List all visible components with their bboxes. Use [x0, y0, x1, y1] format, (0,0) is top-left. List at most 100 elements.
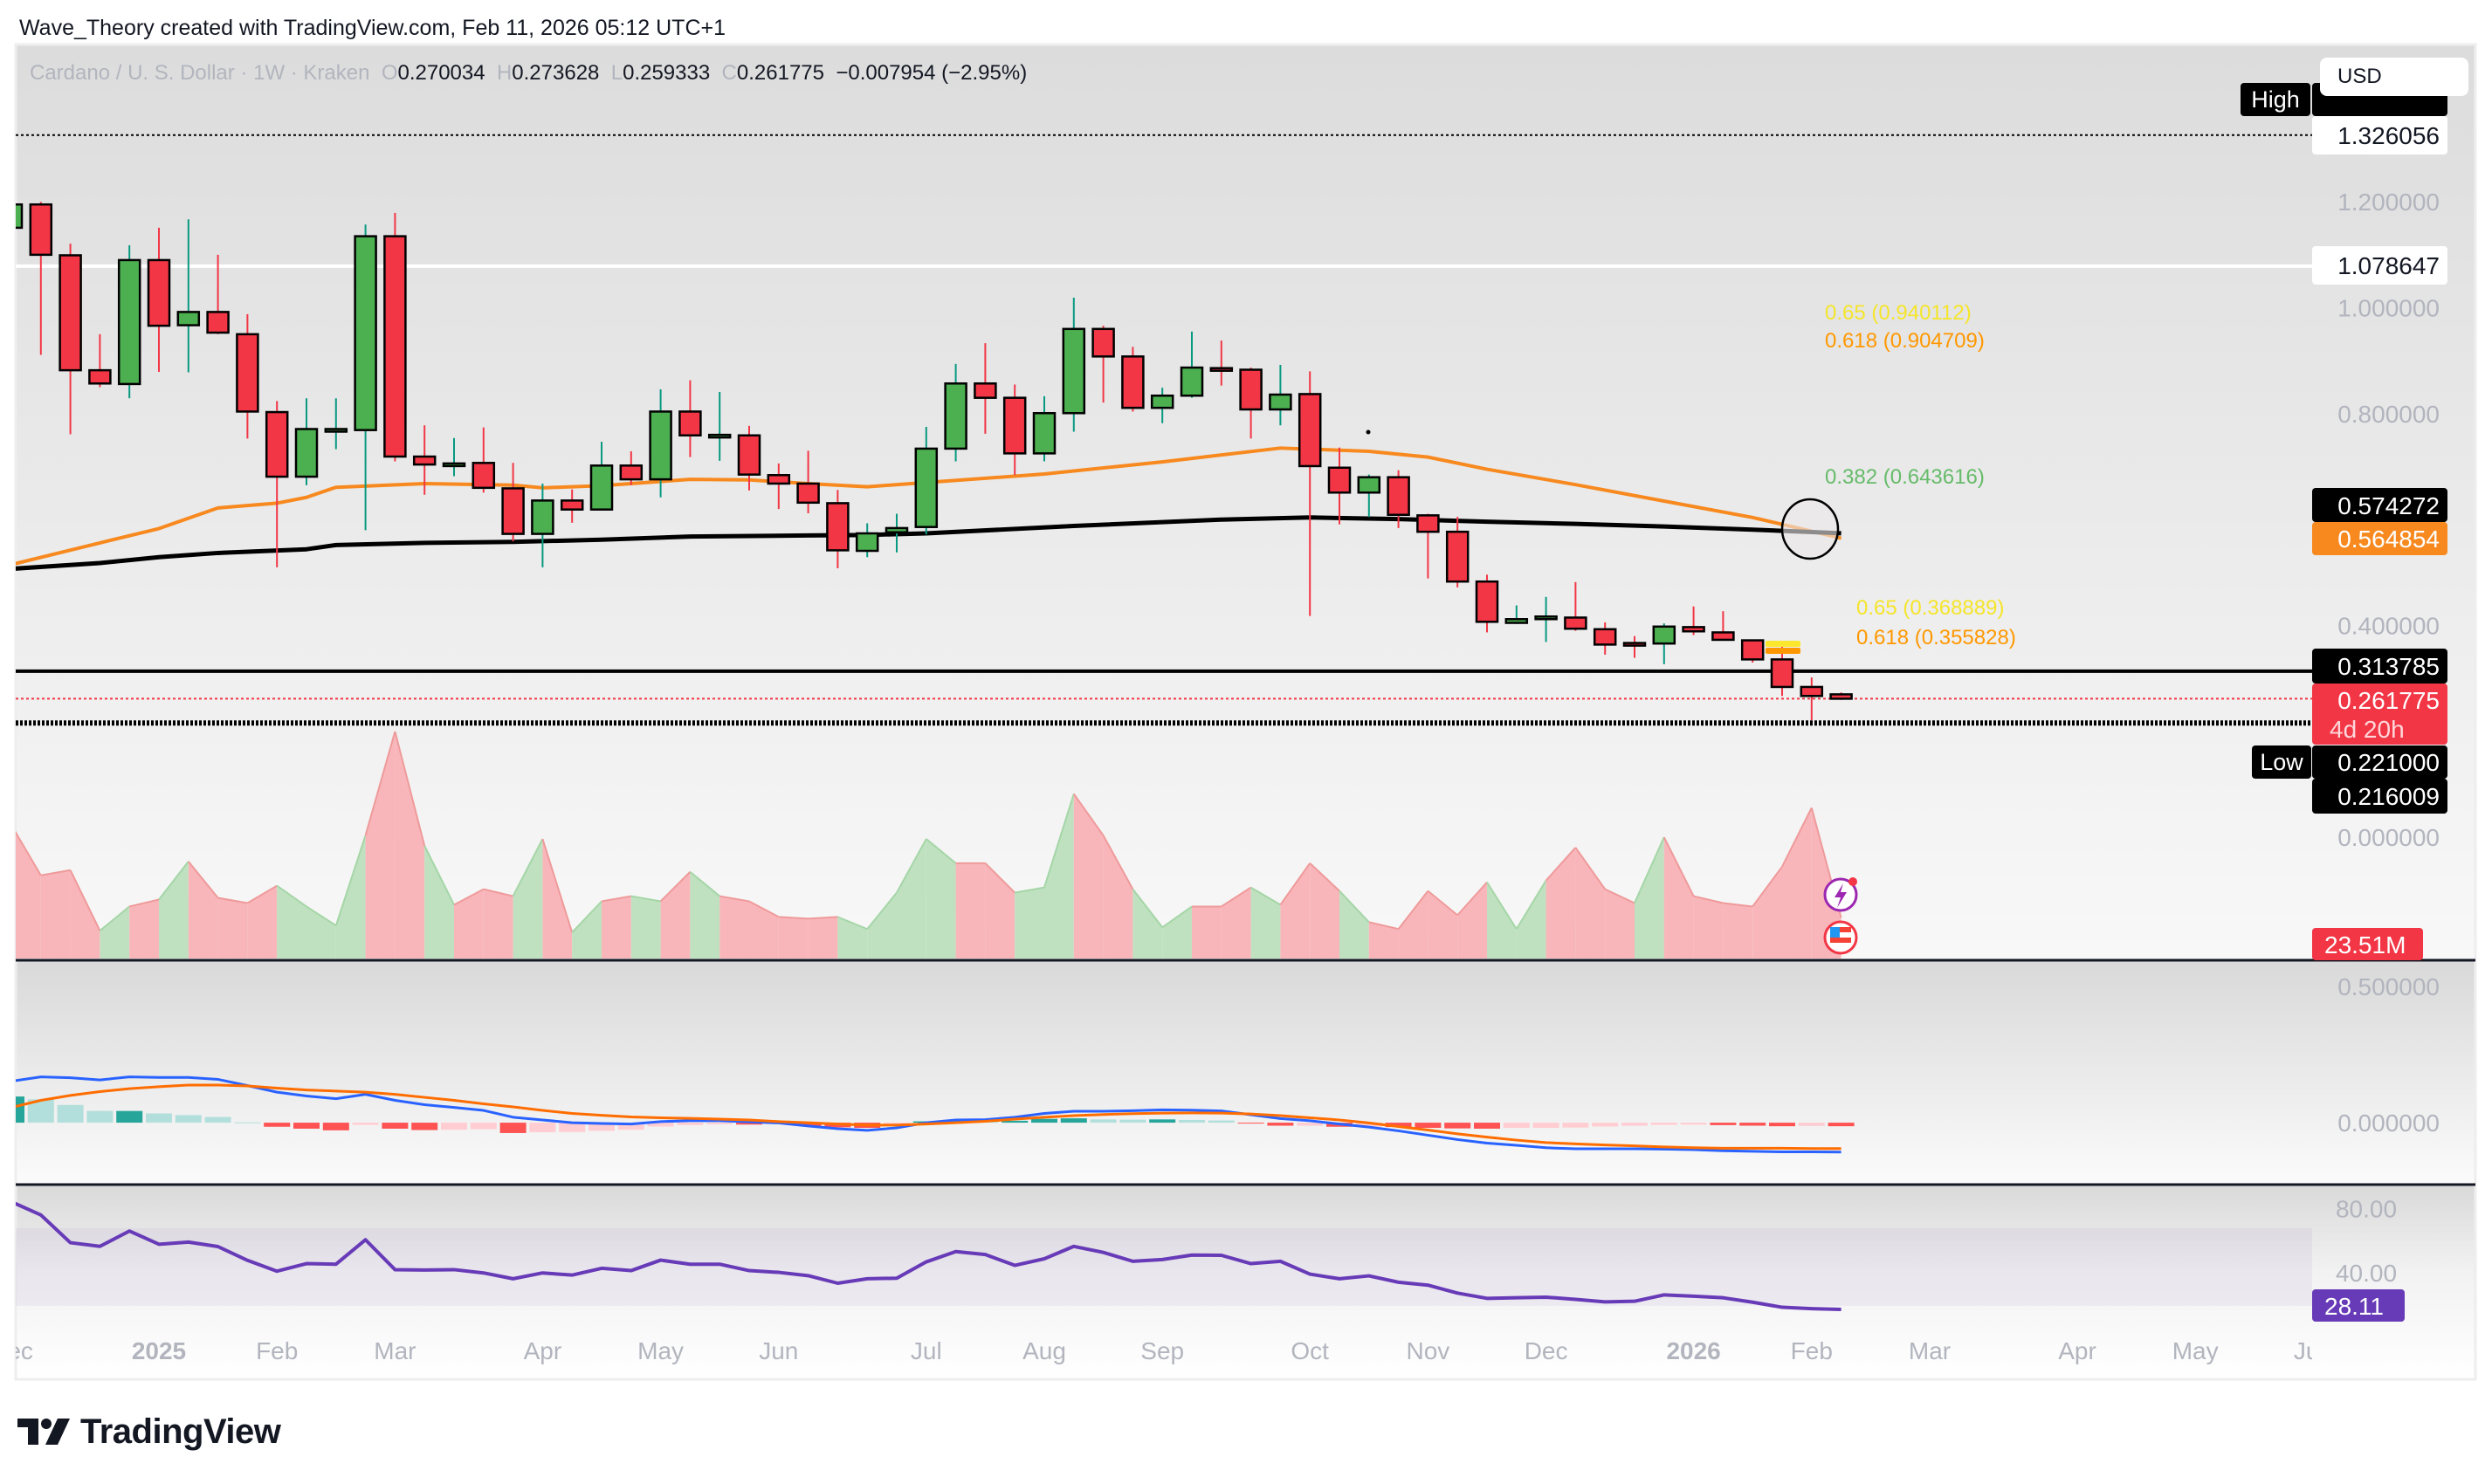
volume-area-segment: [690, 871, 720, 958]
lightning-event-icon[interactable]: [1823, 877, 1858, 912]
fib-label-mid-0382: 0.382 (0.643616): [1825, 465, 1985, 489]
volume-line-segment: [719, 895, 750, 903]
volume-area-segment: [749, 901, 779, 958]
volume-line-segment: [1221, 886, 1252, 908]
candle-body: [1445, 530, 1470, 583]
rsi-badge: [2312, 1289, 2405, 1322]
candle-body: [1298, 393, 1322, 468]
time-axis-label: Jun: [759, 1337, 798, 1364]
price-pane-background: [16, 45, 2475, 961]
macd-histogram-bar: [1444, 1123, 1471, 1129]
tradingview-logo[interactable]: TradingView: [17, 1412, 281, 1451]
chart-frame: [14, 43, 2477, 1381]
ema-orange-label: 0.564854: [2337, 526, 2440, 553]
candle-body: [1357, 476, 1381, 494]
symbol-title[interactable]: Cardano / U. S. Dollar · 1W · Kraken: [30, 61, 370, 85]
low-tag-label: Low: [2260, 749, 2303, 775]
volume-line-segment: [1574, 847, 1607, 890]
candle-body: [1475, 580, 1499, 623]
candle-body: [885, 526, 909, 534]
low-tag: [2252, 745, 2311, 779]
volume-line-segment: [1545, 847, 1577, 882]
candle-body: [767, 474, 791, 485]
candle-body: [294, 428, 319, 478]
candle-body: [1387, 476, 1410, 517]
macd-histogram-bar: [411, 1123, 438, 1130]
macd-histogram-bar: [1680, 1123, 1707, 1125]
time-axis-label: Jun: [2294, 1337, 2333, 1364]
volume-line-segment: [1634, 836, 1665, 903]
volume-area-segment: [719, 896, 749, 958]
candle-body: [914, 447, 939, 528]
low-value: 0.259333: [623, 61, 711, 85]
tradingview-logo-text: TradingView: [80, 1412, 281, 1451]
high-tag-label: High: [2251, 86, 2300, 113]
candle-body: [1829, 693, 1853, 700]
candle-body: [442, 462, 466, 468]
volume-line-segment: [1309, 862, 1340, 892]
volume-line-segment: [69, 869, 101, 931]
macd-histogram-bar: [589, 1123, 615, 1131]
rsi-value-label: 28.11: [2324, 1293, 2384, 1320]
volume-line-segment: [512, 838, 544, 897]
ema-crossover-circle[interactable]: [1780, 498, 1840, 560]
macd-histogram-bar: [322, 1123, 349, 1130]
volume-line-segment: [571, 900, 602, 933]
us-flag-event-icon[interactable]: [1823, 920, 1858, 955]
candle-body: [1682, 626, 1705, 633]
time-axis-label: May: [637, 1337, 684, 1364]
candle-body: [1150, 394, 1174, 409]
volume-area-segment: [1310, 862, 1339, 958]
high-label: H: [496, 61, 513, 85]
rsi-axis-tick: 40.00: [2336, 1260, 2397, 1287]
volume-area-segment: [188, 861, 218, 958]
symbol-legend[interactable]: Cardano / U. S. Dollar · 1W · Kraken O0.…: [30, 61, 1027, 86]
low-value-label: 0.221000: [2337, 749, 2440, 776]
volume-area-segment: [1398, 890, 1428, 958]
time-axis-label: 2025: [132, 1337, 186, 1364]
candle-body: [1504, 618, 1529, 624]
candle-body: [1416, 514, 1440, 533]
open-value: 0.270034: [397, 61, 485, 85]
macd-histogram-bar: [1650, 1123, 1677, 1125]
volume-area-segment: [247, 885, 278, 958]
volume-line-segment: [1043, 794, 1075, 888]
rsi-band: [16, 1227, 2312, 1306]
macd-histogram-bar: [116, 1110, 143, 1123]
candle-body: [1593, 628, 1617, 646]
volume-area-segment: [1132, 889, 1163, 958]
candle-body: [826, 502, 850, 552]
volume-area-segment: [1368, 922, 1399, 958]
volume-area-segment: [129, 899, 159, 958]
fib-label-upper-065: 0.65 (0.940112): [1825, 301, 1972, 325]
volume-line-segment: [926, 838, 957, 864]
macd-histogram-bar: [1592, 1123, 1619, 1127]
volume-line-segment: [246, 884, 278, 904]
currency-button[interactable]: USD: [2320, 58, 2468, 96]
candle-body: [1002, 396, 1027, 455]
rsi-line: [16, 1201, 1841, 1311]
candle-body: [1121, 355, 1145, 409]
price-axis-tick: 1.000000: [2337, 295, 2440, 322]
candle-body: [678, 410, 702, 437]
candle-body: [383, 235, 407, 458]
volume-line-segment: [423, 845, 455, 905]
volume-line-segment: [158, 861, 189, 901]
volume-area-segment: [572, 901, 602, 958]
drawing-dot: [1366, 429, 1371, 435]
volume-area-segment: [630, 896, 661, 958]
volume-area-segment: [602, 896, 631, 958]
price-axis-tick: 0.000000: [2337, 824, 2440, 851]
volume-line-segment: [659, 871, 692, 903]
volume-line-segment: [394, 731, 426, 847]
volume-area-segment: [1428, 890, 1458, 958]
macd-histogram-bar: [1739, 1123, 1766, 1126]
last-price-label: 0.261775: [2337, 687, 2440, 714]
macd-histogram-bar: [1385, 1123, 1412, 1128]
macd-histogram-bar: [470, 1123, 497, 1130]
volume-line-segment: [188, 861, 219, 899]
fib-label-upper-0618: 0.618 (0.904709): [1825, 329, 1985, 353]
volume-area-segment: [159, 861, 189, 958]
candle-body: [59, 254, 82, 372]
